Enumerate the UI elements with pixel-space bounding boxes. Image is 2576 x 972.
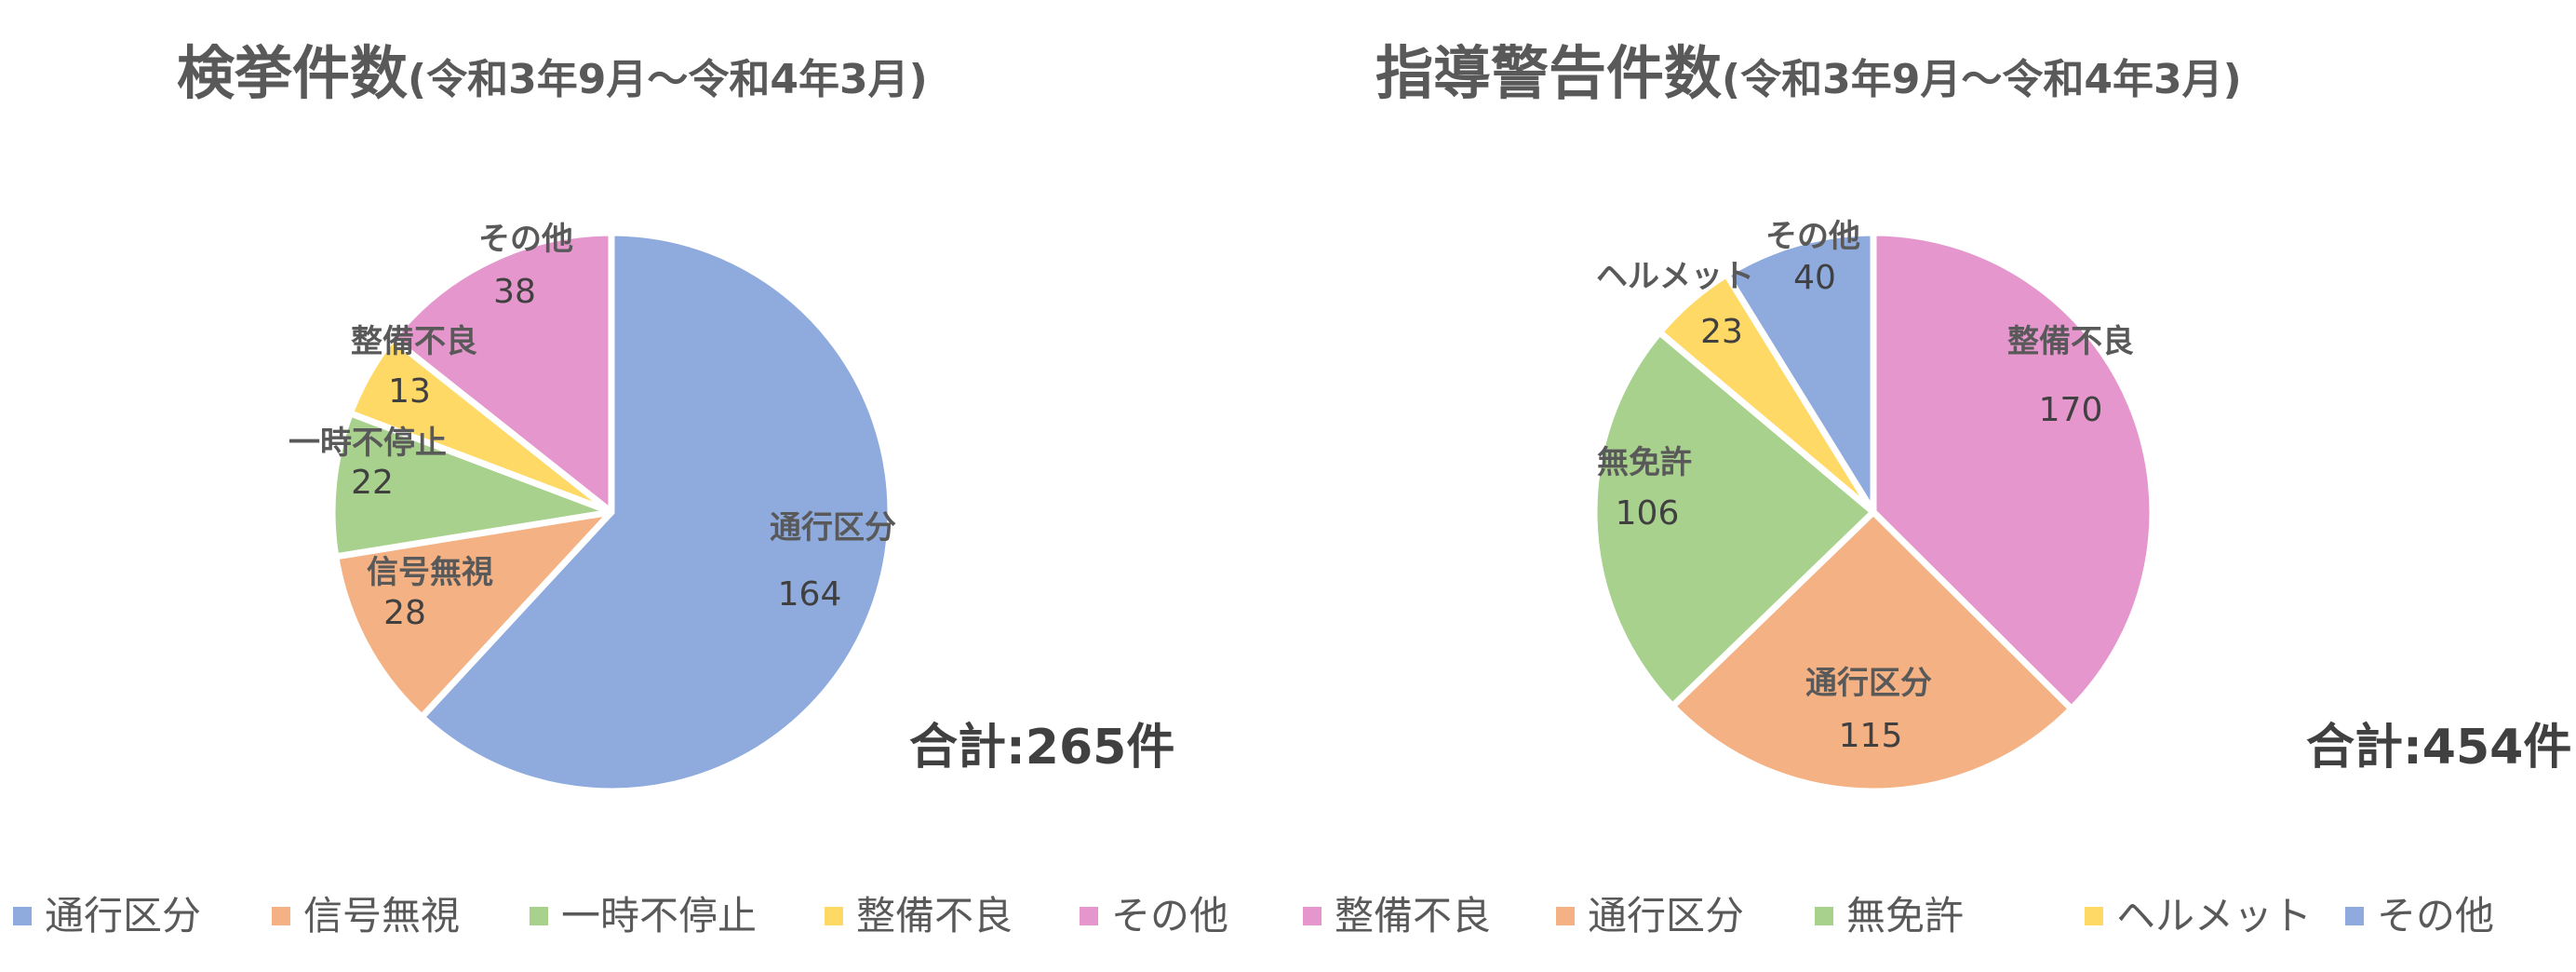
chart2-legend-label: 無免許 — [1846, 893, 1964, 938]
chart2-legend-label: その他 — [2377, 893, 2494, 938]
chart2-slice-value-label: 23 — [1700, 313, 1743, 351]
chart1-legend-label: 通行区分 — [45, 893, 201, 938]
chart1-legend-swatch — [530, 907, 548, 925]
chart2-legend-swatch — [2085, 907, 2103, 925]
chart2-slice — [1870, 229, 2156, 712]
chart2-slice-value-label: 106 — [1616, 494, 1680, 533]
chart2-slice-name-label: 整備不良 — [2007, 323, 2134, 360]
chart1-slice — [418, 229, 894, 795]
chart1-slice-value-label: 28 — [383, 594, 426, 632]
chart2-legend-label: 通行区分 — [1588, 893, 1744, 938]
chart2-legend: 整備不良 通行区分 無免許 ヘルメット その他 — [1303, 893, 2494, 938]
chart1-pie — [329, 229, 894, 795]
chart1-legend-swatch — [825, 907, 843, 925]
chart2-legend-swatch — [1556, 907, 1575, 925]
chart1-slice-name-label: 整備不良 — [351, 323, 477, 360]
chart1-slice-value-label: 13 — [388, 372, 431, 411]
chart2-slice — [1590, 329, 1877, 709]
chart1-slice — [389, 229, 615, 516]
chart2-legend-swatch — [1815, 907, 1833, 925]
chart2-slice — [1669, 508, 2075, 795]
chart1-slice — [332, 508, 615, 721]
chart1-legend-swatch — [1080, 907, 1098, 925]
chart1-legend: 通行区分 信号無視 一時不停止 整備不良 その他 — [13, 893, 1228, 938]
chart1-legend-label: 信号無視 — [303, 893, 460, 938]
chart2-title: 指導警告件数(令和3年9月～令和4年3月) — [1375, 39, 2242, 107]
chart2-legend-label: ヘルメット — [2116, 893, 2312, 938]
chart2-slice-name-label: 通行区分 — [1805, 665, 1932, 702]
chart2-slice-name-label: 無免許 — [1597, 444, 1692, 481]
chart2-legend-swatch — [2345, 907, 2364, 925]
chart2-slice-value-label: 40 — [1793, 259, 1836, 297]
chart2-pie — [1590, 229, 2156, 795]
chart1-legend-swatch — [13, 907, 32, 925]
chart1-legend-swatch — [272, 907, 290, 925]
chart1-slice-value-label: 22 — [351, 464, 394, 502]
chart1-slice-value-label: 38 — [493, 273, 536, 311]
chart1-legend-label: 整備不良 — [856, 893, 1013, 938]
chart2-total: 合計:454件 — [2306, 720, 2571, 776]
chart2-slice — [1723, 229, 1877, 516]
chart1-slice-name-label: 通行区分 — [770, 509, 896, 547]
chart1-slice-value-label: 164 — [778, 575, 842, 614]
chart1-slice-name-label: その他 — [478, 221, 573, 258]
chart1-title: 検挙件数(令和3年9月～令和4年3月) — [177, 39, 928, 107]
chart1-legend-label: その他 — [1111, 893, 1228, 938]
chart1-slice — [329, 410, 615, 560]
chart2-data-labels: 整備不良 170 通行区分 115 無免許 106 ヘルメット 23 その他 40 — [1596, 218, 2134, 755]
chart2-slice-name-label: その他 — [1765, 218, 1860, 255]
chart2-slice-name-label: ヘルメット — [1596, 258, 1754, 295]
chart1-slice-name-label: 一時不停止 — [288, 425, 447, 462]
chart1-slice-name-label: 信号無視 — [367, 554, 493, 591]
chart1-total: 合計:265件 — [909, 720, 1174, 776]
chart2-legend-label: 整備不良 — [1335, 893, 1491, 938]
chart1-legend-label: 一時不停止 — [561, 893, 757, 938]
chart2-slice-value-label: 170 — [2039, 391, 2103, 429]
chart2-slice-value-label: 115 — [1839, 717, 1903, 755]
chart2-legend-swatch — [1303, 907, 1322, 925]
